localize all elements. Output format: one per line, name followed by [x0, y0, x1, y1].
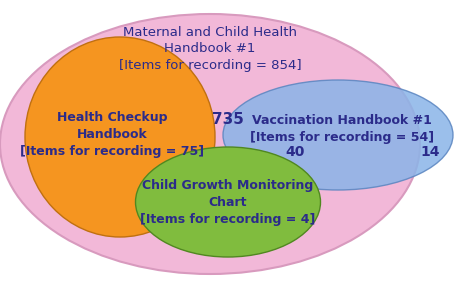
Ellipse shape: [0, 14, 419, 274]
Ellipse shape: [222, 80, 452, 190]
Text: 735: 735: [212, 112, 243, 127]
Text: Maternal and Child Health
Handbook #1
[Items for recording = 854]: Maternal and Child Health Handbook #1 [I…: [118, 26, 301, 73]
Text: 14: 14: [420, 145, 439, 159]
Ellipse shape: [135, 147, 320, 257]
Text: Vaccination Handbook #1
[Items for recording = 54]: Vaccination Handbook #1 [Items for recor…: [249, 114, 433, 144]
Text: Child Growth Monitoring
Chart
[Items for recording = 4]: Child Growth Monitoring Chart [Items for…: [140, 179, 315, 226]
Ellipse shape: [25, 37, 214, 237]
Text: Health Checkup
Handbook
[Items for recording = 75]: Health Checkup Handbook [Items for recor…: [20, 112, 204, 158]
Text: 40: 40: [285, 145, 304, 159]
